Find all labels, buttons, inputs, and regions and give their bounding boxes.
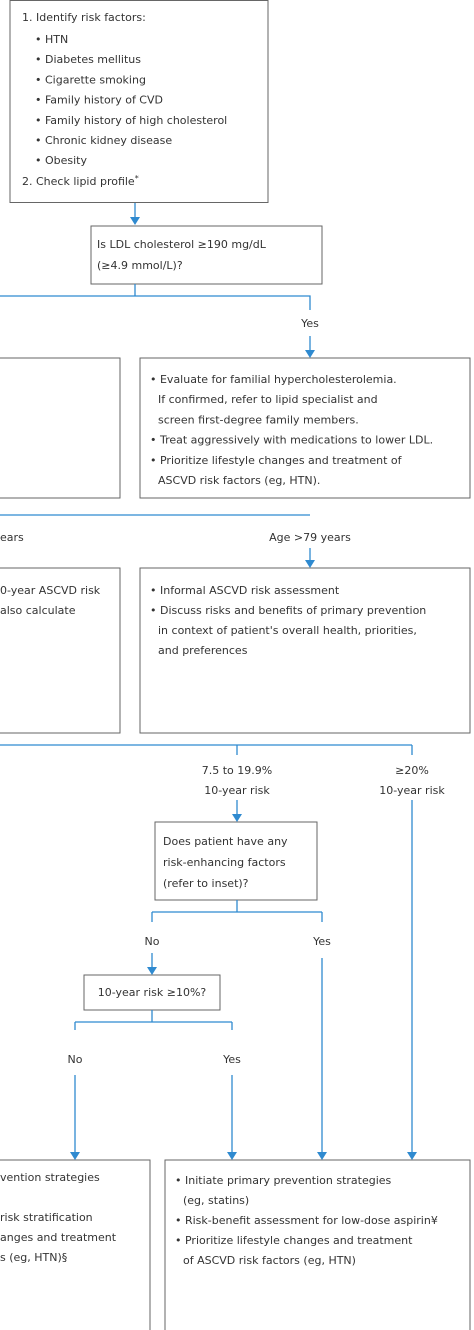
- risk-box: [9, 0, 269, 203]
- box-line: • Initiate primary prevention strategies: [175, 1174, 392, 1187]
- risk-factor: • HTN: [35, 33, 68, 46]
- left-box: [0, 357, 121, 499]
- connectors: [0, 203, 417, 1160]
- box-line: • Prioritize lifestyle changes and treat…: [175, 1234, 413, 1247]
- risk-factor: • Diabetes mellitus: [35, 53, 141, 66]
- branch-label: No: [145, 935, 160, 948]
- connector: [0, 744, 413, 1153]
- box-line: • Discuss risks and benefits of primary …: [150, 604, 426, 617]
- box-line: screen first-degree family members.: [158, 413, 359, 426]
- branch-label: 7.5 to 19.9%: [202, 764, 272, 777]
- ldl-question-box: [90, 225, 323, 285]
- question-line: 10-year risk ≥10%?: [98, 986, 207, 999]
- box-line: in context of patient's overall health, …: [158, 624, 417, 637]
- bottom-left-box: [0, 1159, 151, 1330]
- arrowheads: [70, 217, 417, 1160]
- risk-factor: • Obesity: [35, 154, 87, 167]
- branch-label: 10-year risk: [204, 784, 270, 797]
- risk10-question-box: [83, 974, 221, 1011]
- risk-factor: • Family history of high cholesterol: [35, 114, 227, 127]
- step2: 2. Check lipid profile*: [22, 174, 139, 189]
- box-line: also calculate: [0, 604, 76, 617]
- box-line: of ASCVD risk factors (eg, HTN): [183, 1254, 356, 1267]
- box-line: If confirmed, refer to lipid specialist …: [158, 393, 378, 406]
- box-line: risk stratification: [0, 1211, 93, 1224]
- age-left-box: [0, 567, 121, 734]
- box-line: (eg, statins): [183, 1194, 249, 1207]
- connector: [0, 514, 311, 561]
- ldl-yes-box: [139, 357, 471, 499]
- box-line: and preferences: [158, 644, 248, 657]
- enhancing-question-box: [154, 821, 318, 901]
- box-line: vention strategies: [0, 1171, 100, 1184]
- branch-label: Yes: [222, 1053, 241, 1066]
- connector: [74, 1010, 233, 1153]
- branch-label: Yes: [312, 935, 331, 948]
- box-line: ASCVD risk factors (eg, HTN).: [158, 474, 320, 487]
- question-line: Is LDL cholesterol ≥190 mg/dL: [97, 238, 267, 251]
- heading: 1. Identify risk factors:: [22, 11, 146, 24]
- box-line: anges and treatment: [0, 1231, 117, 1244]
- box-line: 0-year ASCVD risk: [0, 584, 101, 597]
- connector: [151, 900, 323, 1153]
- risk-factor: • Family history of CVD: [35, 94, 163, 107]
- bottom-right-box: [164, 1159, 471, 1330]
- box-line: • Prioritize lifestyle changes and treat…: [150, 454, 403, 467]
- box-line: • Risk-benefit assessment for low-dose a…: [175, 1214, 438, 1227]
- branch-label: No: [68, 1053, 83, 1066]
- question-line: (refer to inset)?: [163, 877, 249, 890]
- box-line: s (eg, HTN)§: [0, 1251, 67, 1264]
- branch-label: ears: [0, 531, 24, 544]
- question-line: (≥4.9 mmol/L)?: [97, 259, 183, 272]
- branch-label: 10-year risk: [379, 784, 445, 797]
- question-line: Does patient have any: [163, 835, 288, 848]
- age-right-box: [139, 567, 471, 734]
- question-line: risk-enhancing factors: [163, 856, 286, 869]
- box-line: • Informal ASCVD risk assessment: [150, 584, 340, 597]
- risk-factor: • Cigarette smoking: [35, 73, 146, 86]
- branch-label: ≥20%: [395, 764, 429, 777]
- branch-label: Yes: [300, 317, 319, 330]
- connector: [0, 284, 311, 351]
- risk-factor: • Chronic kidney disease: [35, 134, 172, 147]
- box-line: • Evaluate for familial hypercholesterol…: [150, 373, 397, 386]
- branch-label: Age >79 years: [269, 531, 351, 544]
- box-line: • Treat aggressively with medications to…: [150, 434, 433, 447]
